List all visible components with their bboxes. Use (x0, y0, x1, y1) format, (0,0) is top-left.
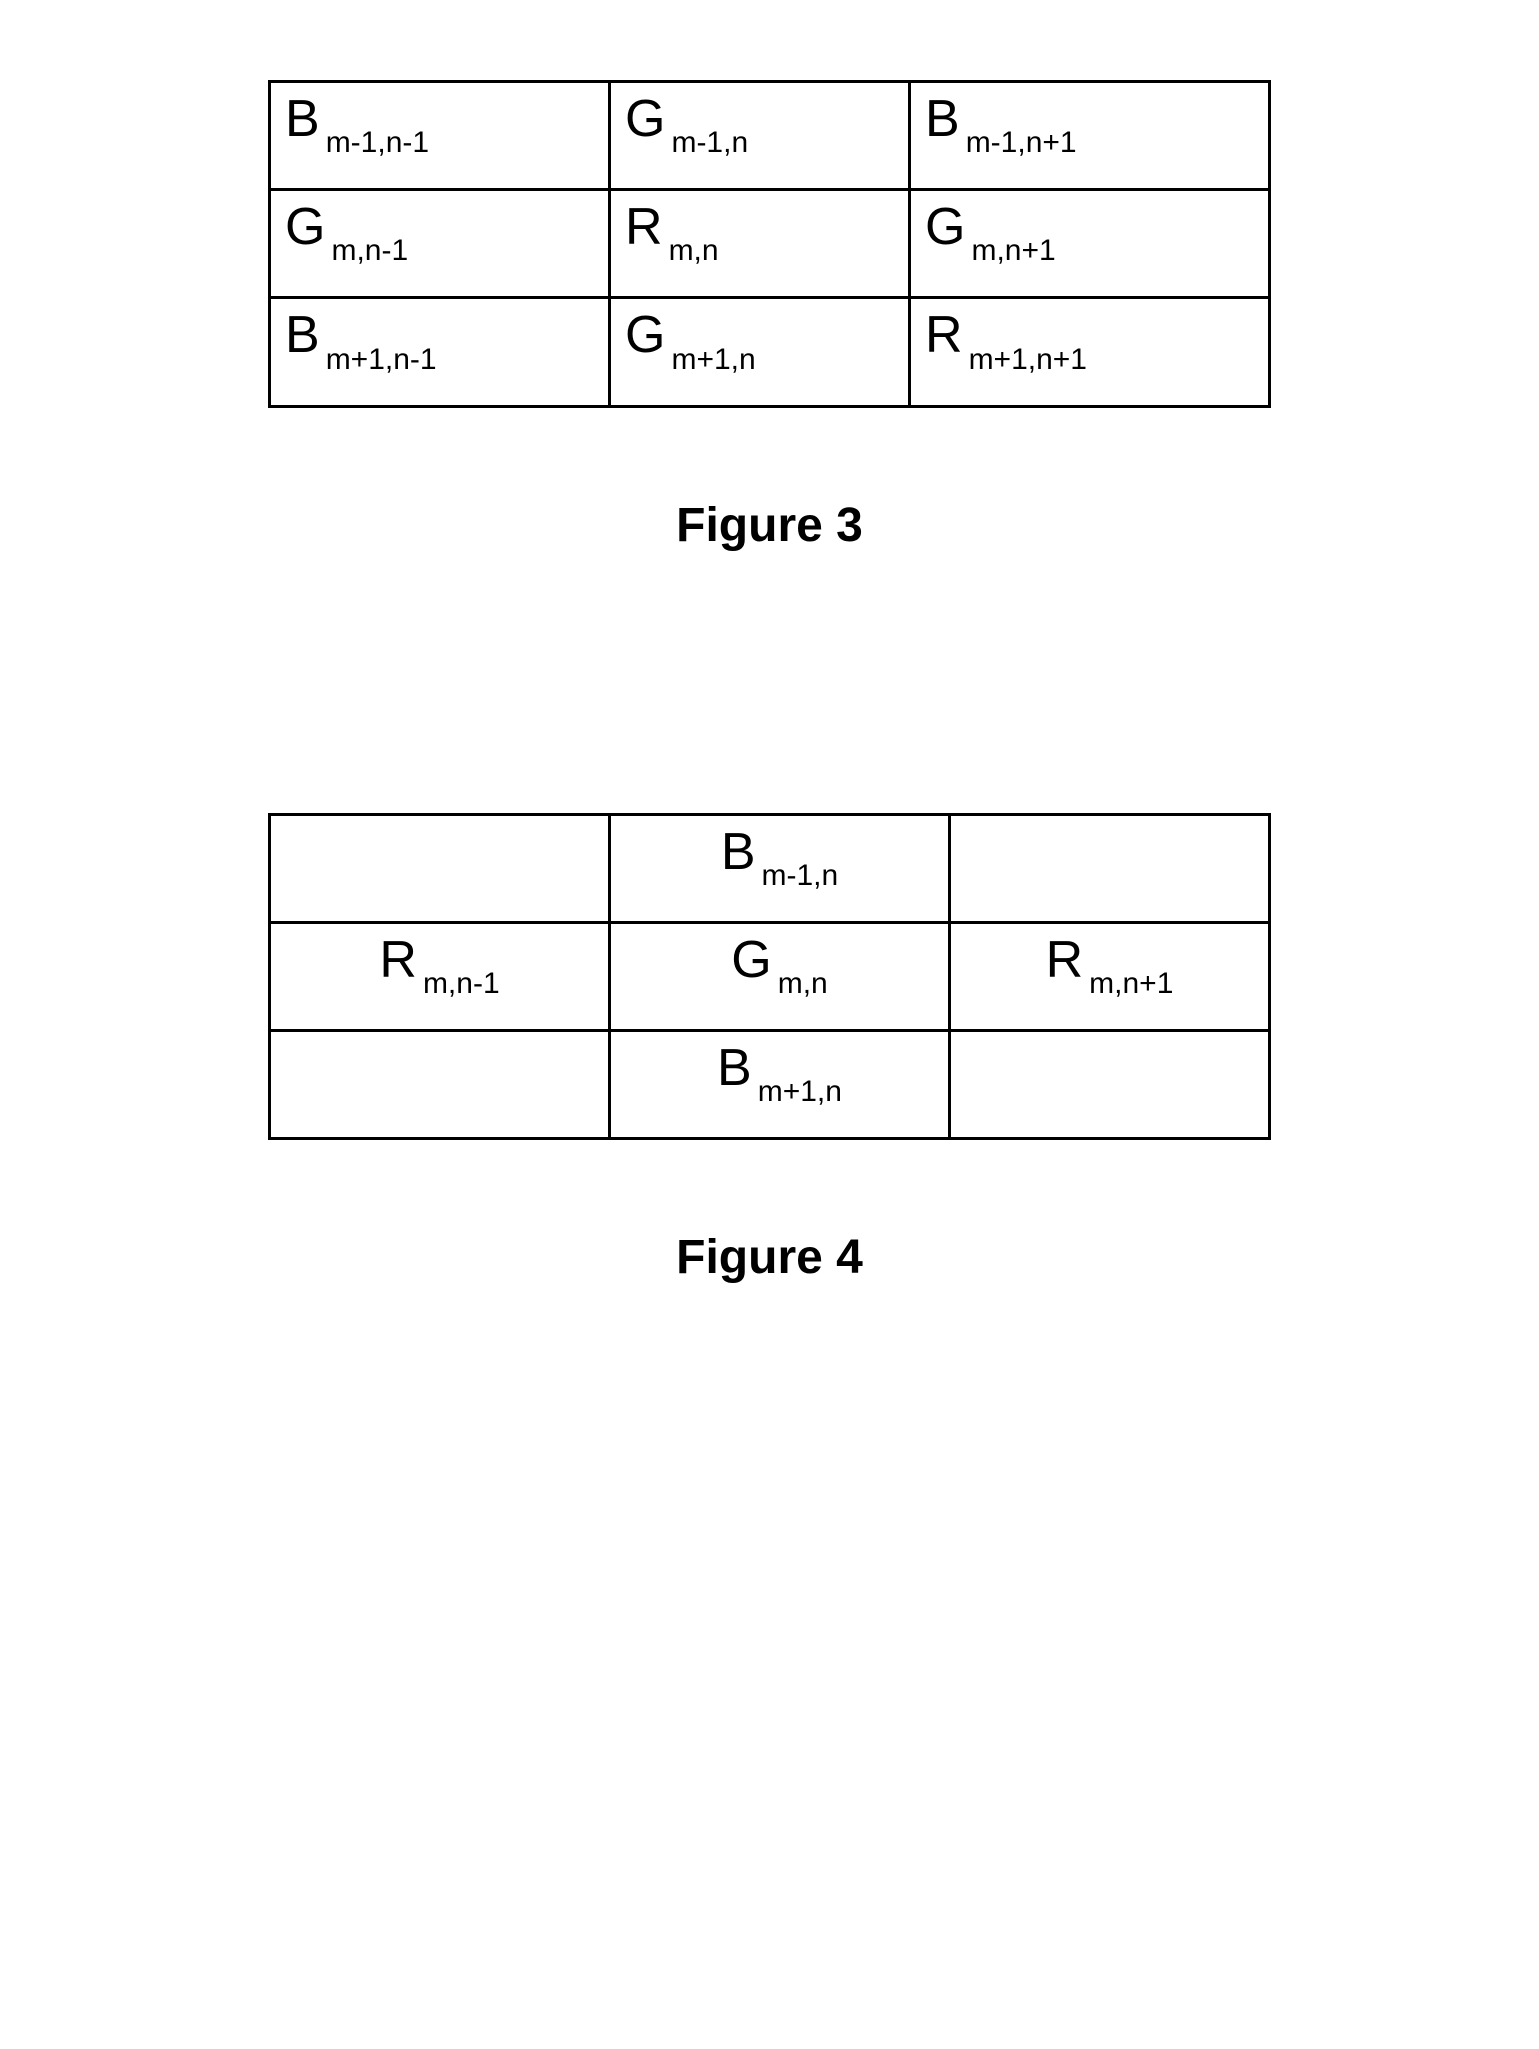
cell-symbol: G (731, 931, 771, 989)
cell-subscript: m,n-1 (331, 234, 408, 268)
cell-symbol: B (285, 306, 320, 364)
cell (950, 814, 1270, 922)
cell-symbol: R (379, 931, 417, 989)
cell-symbol: B (925, 90, 960, 148)
figure-4-grid: Bm-1,n Rm,n-1 Gm,n Rm,n+1 Bm+1,n (268, 813, 1271, 1141)
cell-subscript: m+1,n (758, 1075, 842, 1109)
cell: Gm+1,n (610, 298, 910, 406)
cell-symbol: R (1046, 931, 1084, 989)
figure-3-caption: Figure 3 (100, 498, 1439, 553)
cell-symbol: G (285, 198, 325, 256)
figure-4-caption: Figure 4 (100, 1230, 1439, 1285)
cell: Bm-1,n (610, 814, 950, 922)
cell: Rm,n-1 (270, 922, 610, 1030)
figure-4-block: Bm-1,n Rm,n-1 Gm,n Rm,n+1 Bm+1,n Figure … (100, 813, 1439, 1286)
cell: Gm,n+1 (910, 190, 1270, 298)
cell (950, 1030, 1270, 1138)
cell-subscript: m,n+1 (971, 234, 1055, 268)
cell: Bm+1,n (610, 1030, 950, 1138)
figure-3-grid: Bm-1,n-1 Gm-1,n Bm-1,n+1 Gm,n-1 Rm,n Gm,… (268, 80, 1271, 408)
cell: Rm,n+1 (950, 922, 1270, 1030)
cell (270, 1030, 610, 1138)
cell: Bm-1,n-1 (270, 82, 610, 190)
cell: Gm,n-1 (270, 190, 610, 298)
cell-symbol: G (625, 90, 665, 148)
cell-subscript: m-1,n+1 (966, 126, 1077, 160)
cell-subscript: m,n-1 (423, 967, 500, 1001)
cell: Gm,n (610, 922, 950, 1030)
cell-symbol: B (285, 90, 320, 148)
cell-subscript: m-1,n (762, 859, 839, 893)
cell (270, 814, 610, 922)
cell-subscript: m-1,n (671, 126, 748, 160)
cell-subscript: m,n (778, 967, 828, 1001)
cell-subscript: m+1,n+1 (969, 343, 1087, 377)
cell-subscript: m+1,n-1 (326, 343, 437, 377)
cell-symbol: G (925, 198, 965, 256)
cell-symbol: G (625, 306, 665, 364)
cell-symbol: B (721, 823, 756, 881)
cell-symbol: R (925, 306, 963, 364)
figure-3-block: Bm-1,n-1 Gm-1,n Bm-1,n+1 Gm,n-1 Rm,n Gm,… (100, 80, 1439, 553)
cell-subscript: m,n+1 (1089, 967, 1173, 1001)
cell-symbol: R (625, 198, 663, 256)
cell: Rm,n (610, 190, 910, 298)
cell: Gm-1,n (610, 82, 910, 190)
cell-subscript: m,n (669, 234, 719, 268)
cell: Bm-1,n+1 (910, 82, 1270, 190)
cell: Rm+1,n+1 (910, 298, 1270, 406)
cell: Bm+1,n-1 (270, 298, 610, 406)
cell-symbol: B (717, 1039, 752, 1097)
cell-subscript: m+1,n (671, 343, 755, 377)
cell-subscript: m-1,n-1 (326, 126, 429, 160)
